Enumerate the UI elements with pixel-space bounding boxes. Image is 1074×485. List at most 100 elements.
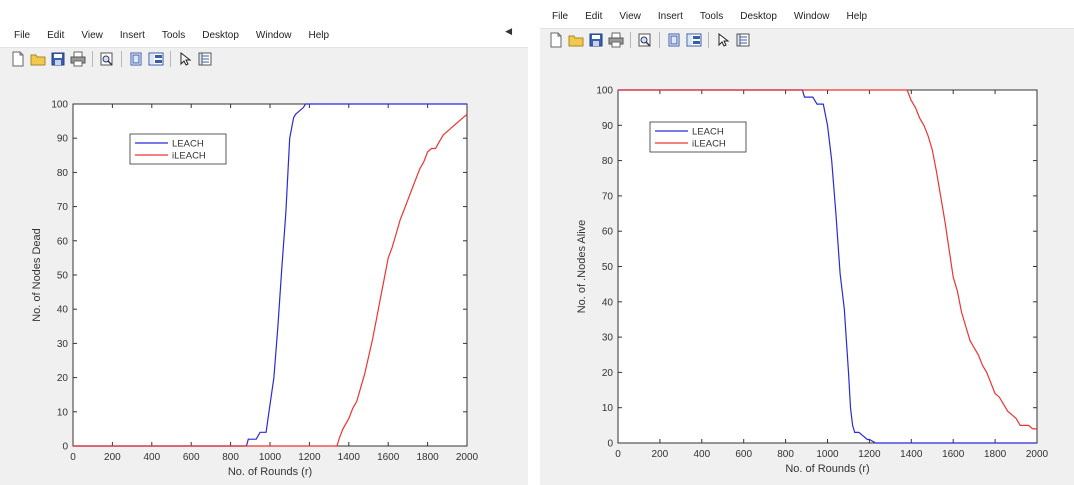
print-preview-icon[interactable] bbox=[637, 32, 653, 48]
edit-plot-arrow-icon[interactable] bbox=[177, 51, 193, 67]
toolbar-separator bbox=[659, 32, 660, 48]
y-tick-label: 70 bbox=[602, 191, 614, 202]
menu-window[interactable]: Window bbox=[255, 29, 292, 41]
figure-window-right: File Edit View Insert Tools Desktop Wind… bbox=[540, 0, 1074, 485]
series-line-leach bbox=[73, 103, 467, 447]
hide-plot-tools-icon[interactable] bbox=[128, 51, 144, 67]
x-tick-label: 400 bbox=[143, 452, 160, 463]
figure-toolbar bbox=[540, 28, 1074, 52]
y-axis-label: No. of .Nodes Alive bbox=[576, 220, 588, 314]
y-tick-label: 50 bbox=[57, 271, 69, 282]
menu-edit[interactable]: Edit bbox=[585, 10, 603, 22]
x-tick-label: 1000 bbox=[259, 452, 282, 463]
menu-bar: File Edit View Insert Tools Desktop Wind… bbox=[0, 24, 528, 46]
x-tick-label: 600 bbox=[735, 449, 752, 460]
hide-plot-tools-icon[interactable] bbox=[666, 32, 682, 48]
menu-view[interactable]: View bbox=[619, 10, 641, 22]
x-tick-label: 2000 bbox=[456, 452, 479, 463]
y-tick-label: 60 bbox=[602, 227, 614, 238]
open-property-inspector-icon[interactable] bbox=[735, 32, 751, 48]
x-tick-label: 400 bbox=[693, 449, 710, 460]
edit-plot-arrow-icon[interactable] bbox=[715, 32, 731, 48]
menu-desktop[interactable]: Desktop bbox=[740, 10, 777, 22]
print-preview-icon[interactable] bbox=[99, 51, 115, 67]
y-tick-label: 80 bbox=[57, 168, 69, 179]
print-icon[interactable] bbox=[608, 32, 624, 48]
x-tick-label: 1800 bbox=[416, 452, 439, 463]
series-line-leach bbox=[618, 89, 1037, 444]
menu-help[interactable]: Help bbox=[846, 10, 868, 22]
x-tick-label: 1000 bbox=[816, 449, 839, 460]
x-axis-label: No. of Rounds (r) bbox=[228, 466, 312, 478]
y-tick-label: 40 bbox=[57, 305, 69, 316]
toolbar-separator bbox=[121, 51, 122, 67]
y-tick-label: 60 bbox=[57, 236, 69, 247]
plot-nodes-alive[interactable]: 0 200 400 600 800 1000 1200 1400 1600 1800 2000 0 10… bbox=[540, 51, 1074, 485]
x-tick-label: 800 bbox=[777, 449, 794, 460]
show-plot-tools-icon[interactable] bbox=[686, 32, 702, 48]
menu-insert[interactable]: Insert bbox=[657, 10, 683, 22]
x-tick-label: 1400 bbox=[900, 449, 923, 460]
figure-canvas: 0 200 400 600 800 1000 1200 1400 1600 1800 2000 0 10… bbox=[540, 51, 1074, 485]
menu-file[interactable]: File bbox=[552, 10, 569, 22]
menu-edit[interactable]: Edit bbox=[47, 29, 65, 41]
show-plot-tools-icon[interactable] bbox=[148, 51, 164, 67]
save-icon[interactable] bbox=[588, 32, 604, 48]
x-tick-label: 1200 bbox=[298, 452, 321, 463]
y-tick-label: 30 bbox=[602, 333, 614, 344]
open-property-inspector-icon[interactable] bbox=[197, 51, 213, 67]
menu-tools[interactable]: Tools bbox=[161, 29, 186, 41]
legend-box bbox=[129, 133, 227, 165]
y-tick-label: 100 bbox=[596, 86, 613, 97]
y-tick-label: 80 bbox=[602, 156, 614, 167]
x-tick-label: 1200 bbox=[858, 449, 881, 460]
save-icon[interactable] bbox=[50, 51, 66, 67]
figure-toolbar bbox=[0, 47, 528, 71]
y-tick-label: 50 bbox=[602, 262, 614, 273]
print-icon[interactable] bbox=[70, 51, 86, 67]
legend-box bbox=[649, 121, 747, 153]
menu-file[interactable]: File bbox=[14, 29, 31, 41]
figure-window-left: File Edit View Insert Tools Desktop Wind… bbox=[0, 0, 528, 485]
menu-desktop[interactable]: Desktop bbox=[202, 29, 239, 41]
y-axis-label: No. of Nodes Dead bbox=[31, 228, 43, 322]
y-tick-label: 90 bbox=[602, 121, 614, 132]
y-tick-label: 10 bbox=[57, 407, 69, 418]
new-file-icon[interactable] bbox=[548, 32, 564, 48]
menu-help[interactable]: Help bbox=[308, 29, 330, 41]
x-tick-label: 200 bbox=[104, 452, 121, 463]
new-file-icon[interactable] bbox=[10, 51, 26, 67]
menu-tools[interactable]: Tools bbox=[699, 10, 724, 22]
open-folder-icon[interactable] bbox=[568, 32, 584, 48]
menu-view[interactable]: View bbox=[81, 29, 103, 41]
y-tick-label: 10 bbox=[602, 403, 614, 414]
legend-label-leach: LEACH bbox=[692, 127, 724, 138]
plot-nodes-dead[interactable]: 0 200 400 600 800 1000 1200 1400 1600 1800 2000 0 10… bbox=[0, 70, 528, 485]
x-tick-label: 2000 bbox=[1026, 449, 1049, 460]
toolbar-separator bbox=[92, 51, 93, 67]
y-tick-label: 0 bbox=[62, 442, 68, 453]
y-tick-label: 40 bbox=[602, 297, 614, 308]
legend-label-ileach: iLEACH bbox=[172, 151, 206, 162]
y-tick-label: 20 bbox=[57, 373, 69, 384]
y-tick-label: 20 bbox=[602, 368, 614, 379]
menu-insert[interactable]: Insert bbox=[119, 29, 145, 41]
x-tick-label: 600 bbox=[183, 452, 200, 463]
x-tick-label: 200 bbox=[652, 449, 669, 460]
figure-canvas: 0 200 400 600 800 1000 1200 1400 1600 1800 2000 0 10… bbox=[0, 70, 528, 485]
x-tick-label: 1600 bbox=[377, 452, 400, 463]
x-axis-label: No. of Rounds (r) bbox=[785, 463, 869, 475]
open-folder-icon[interactable] bbox=[30, 51, 46, 67]
series-line-ileach bbox=[618, 89, 1037, 430]
x-tick-label: 1600 bbox=[942, 449, 965, 460]
menu-window[interactable]: Window bbox=[793, 10, 830, 22]
x-tick-label: 1800 bbox=[984, 449, 1007, 460]
y-tick-label: 100 bbox=[51, 100, 68, 111]
x-tick-label: 0 bbox=[70, 452, 76, 463]
y-tick-label: 0 bbox=[607, 439, 613, 450]
dock-arrow-icon[interactable]: ◀ bbox=[505, 26, 512, 36]
series-line-ileach bbox=[73, 113, 468, 447]
x-tick-label: 1400 bbox=[338, 452, 361, 463]
